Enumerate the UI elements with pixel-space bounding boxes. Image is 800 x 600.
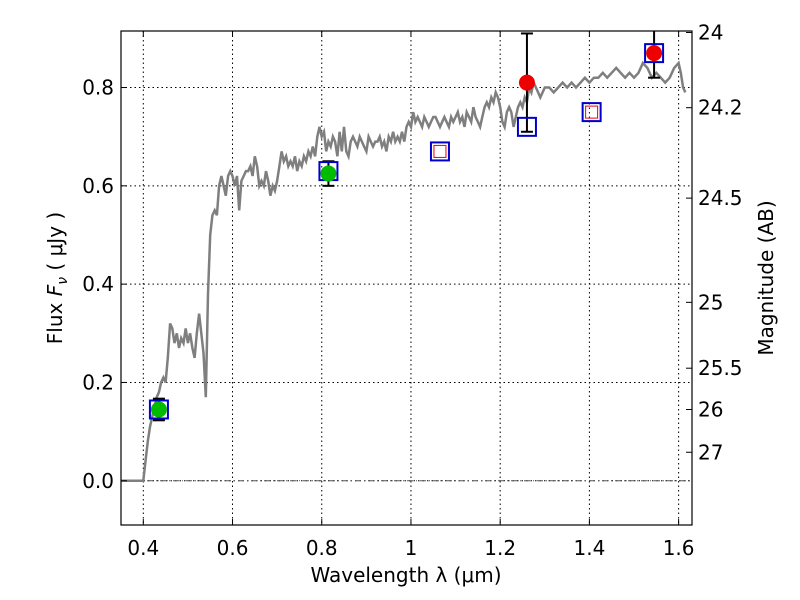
x-tick-label: 0.8 [306,536,338,560]
y-tick-label: 0.2 [82,370,114,394]
y-axis-ticks: 0.0 0.2 0.4 0.6 0.8 [82,76,127,493]
x-tick-label: 0.4 [127,536,159,560]
photometry-points [148,31,665,422]
y2-axis-title: Magnitude (AB) [754,200,778,355]
observed-flux-point [320,165,337,182]
x-tick-label: 1.4 [573,536,605,560]
model-flux-box [148,399,169,420]
y2-tick-label: 24.2 [698,96,743,120]
y2-tick-label: 25.5 [698,356,743,380]
grid-lines [121,31,692,525]
upper-limit-marker [585,105,599,119]
model-flux-box [581,102,602,123]
x-axis-title: Wavelength λ (μm) [310,563,501,587]
x-axis-ticks: 0.4 0.6 0.8 1 1.2 1.4 1.6 [127,31,695,560]
model-flux-box [429,141,450,162]
y-tick-label: 0.0 [82,469,114,493]
y-tick-label: 0.6 [82,174,114,198]
x-tick-label: 1 [405,536,418,560]
y2-tick-label: 24.5 [698,186,743,210]
y2-axis-ticks: 24 24.2 24.5 25 25.5 26 27 [686,20,743,464]
model-flux-box [644,43,665,64]
y2-tick-label: 26 [698,397,723,421]
x-tick-label: 0.6 [217,536,249,560]
plot-frame [120,30,693,526]
y2-tick-label: 25 [698,290,723,314]
y-axis-title: Flux Fν ( μJy ) [43,212,71,344]
observed-flux-point [646,45,663,62]
spectrum-curve [121,60,687,483]
observed-flux-point [150,401,167,418]
x-tick-label: 1.6 [663,536,695,560]
y-tick-label: 0.4 [82,272,114,296]
x-tick-label: 1.2 [484,536,516,560]
y2-tick-label: 27 [698,440,723,464]
y-tick-label: 0.8 [82,76,114,100]
upper-limit-marker [433,144,447,158]
y2-tick-label: 24 [698,20,723,44]
model-flux-box [516,116,537,137]
observed-flux-point [518,74,535,91]
